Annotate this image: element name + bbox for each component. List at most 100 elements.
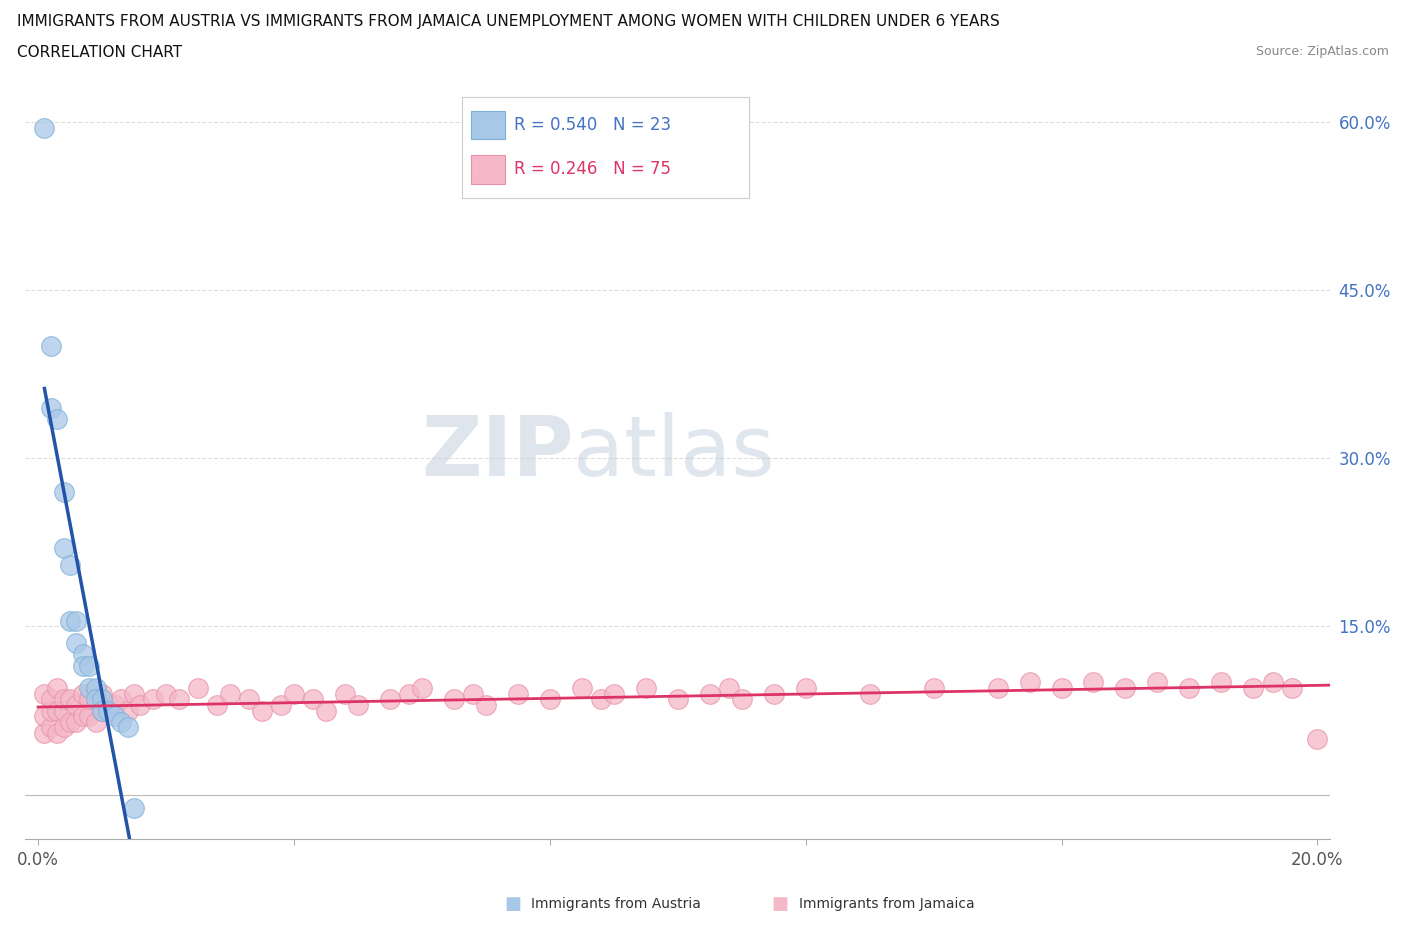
Point (46, 681, 69, 696)
Point (39, 692, 62, 707)
Point (34, 709, 56, 724)
Point (39, 703, 62, 718)
Point (91, 692, 114, 707)
Point (986, 681, 1008, 696)
Point (1241, 681, 1264, 696)
Point (1211, 675, 1233, 690)
Point (1083, 675, 1105, 690)
Point (589, 692, 612, 707)
Point (72, 709, 94, 724)
Point (475, 698, 498, 712)
Point (52, 703, 75, 718)
Point (52, 485, 75, 499)
Point (205, 698, 228, 712)
Text: ■: ■ (772, 895, 789, 913)
Point (77, 709, 100, 724)
Point (538, 692, 561, 707)
Point (34, 725, 56, 740)
Point (155, 686, 177, 701)
Point (117, 703, 139, 718)
Point (122, 801, 145, 816)
Point (84, 681, 107, 696)
Point (84, 714, 107, 729)
Point (762, 686, 785, 701)
Point (443, 692, 465, 707)
Point (219, 686, 242, 701)
Point (398, 686, 420, 701)
Point (283, 686, 305, 701)
Point (129, 698, 152, 712)
Point (187, 681, 209, 696)
Point (461, 686, 484, 701)
Point (699, 686, 721, 701)
Point (1050, 681, 1073, 696)
Point (1281, 681, 1303, 696)
Text: CORRELATION CHART: CORRELATION CHART (17, 45, 181, 60)
Point (666, 692, 689, 707)
Point (634, 681, 657, 696)
Point (91, 686, 114, 701)
Point (72, 686, 94, 701)
Point (46, 703, 69, 718)
Point (52, 540, 75, 555)
Point (110, 714, 132, 729)
Point (34, 686, 56, 701)
Point (250, 703, 273, 718)
Point (91, 703, 114, 718)
Point (1146, 675, 1168, 690)
Point (59, 614, 82, 629)
Point (77, 692, 100, 707)
Point (59, 714, 82, 729)
Text: atlas: atlas (574, 412, 775, 493)
Point (39, 720, 62, 735)
Point (603, 686, 626, 701)
Point (52, 720, 75, 735)
Point (717, 681, 740, 696)
Point (39, 401, 62, 416)
Point (238, 692, 260, 707)
Point (506, 686, 529, 701)
Point (65, 636, 87, 651)
Point (91, 703, 114, 718)
Point (39, 339, 62, 353)
Point (59, 692, 82, 707)
Point (97, 703, 120, 718)
Point (77, 681, 100, 696)
Point (333, 686, 356, 701)
Point (167, 692, 190, 707)
Point (34, 120, 56, 135)
Point (378, 692, 401, 707)
Text: IMMIGRANTS FROM AUSTRIA VS IMMIGRANTS FROM JAMAICA UNEMPLOYMENT AMONG WOMEN WITH: IMMIGRANTS FROM AUSTRIA VS IMMIGRANTS FR… (17, 14, 1000, 29)
Text: Immigrants from Jamaica: Immigrants from Jamaica (799, 897, 974, 911)
Point (1261, 675, 1284, 690)
Point (858, 686, 880, 701)
Point (72, 647, 94, 662)
Point (1178, 681, 1201, 696)
Point (59, 557, 82, 572)
Text: Source: ZipAtlas.com: Source: ZipAtlas.com (1256, 45, 1389, 58)
Point (302, 692, 325, 707)
Point (110, 692, 132, 707)
Point (65, 698, 87, 712)
Text: Immigrants from Austria: Immigrants from Austria (531, 897, 702, 911)
Point (411, 681, 433, 696)
Point (922, 681, 945, 696)
Point (142, 692, 165, 707)
Point (571, 681, 593, 696)
Point (46, 725, 69, 740)
Point (104, 709, 127, 724)
Point (84, 692, 107, 707)
Point (117, 720, 139, 735)
Point (97, 698, 120, 712)
Point (1306, 731, 1329, 746)
Point (794, 681, 817, 696)
Point (270, 698, 292, 712)
Text: ZIP: ZIP (420, 412, 574, 493)
Point (65, 614, 87, 629)
Text: ■: ■ (505, 895, 522, 913)
Point (52, 692, 75, 707)
Point (72, 658, 94, 673)
Point (347, 698, 370, 712)
Point (731, 692, 754, 707)
Point (104, 698, 127, 712)
